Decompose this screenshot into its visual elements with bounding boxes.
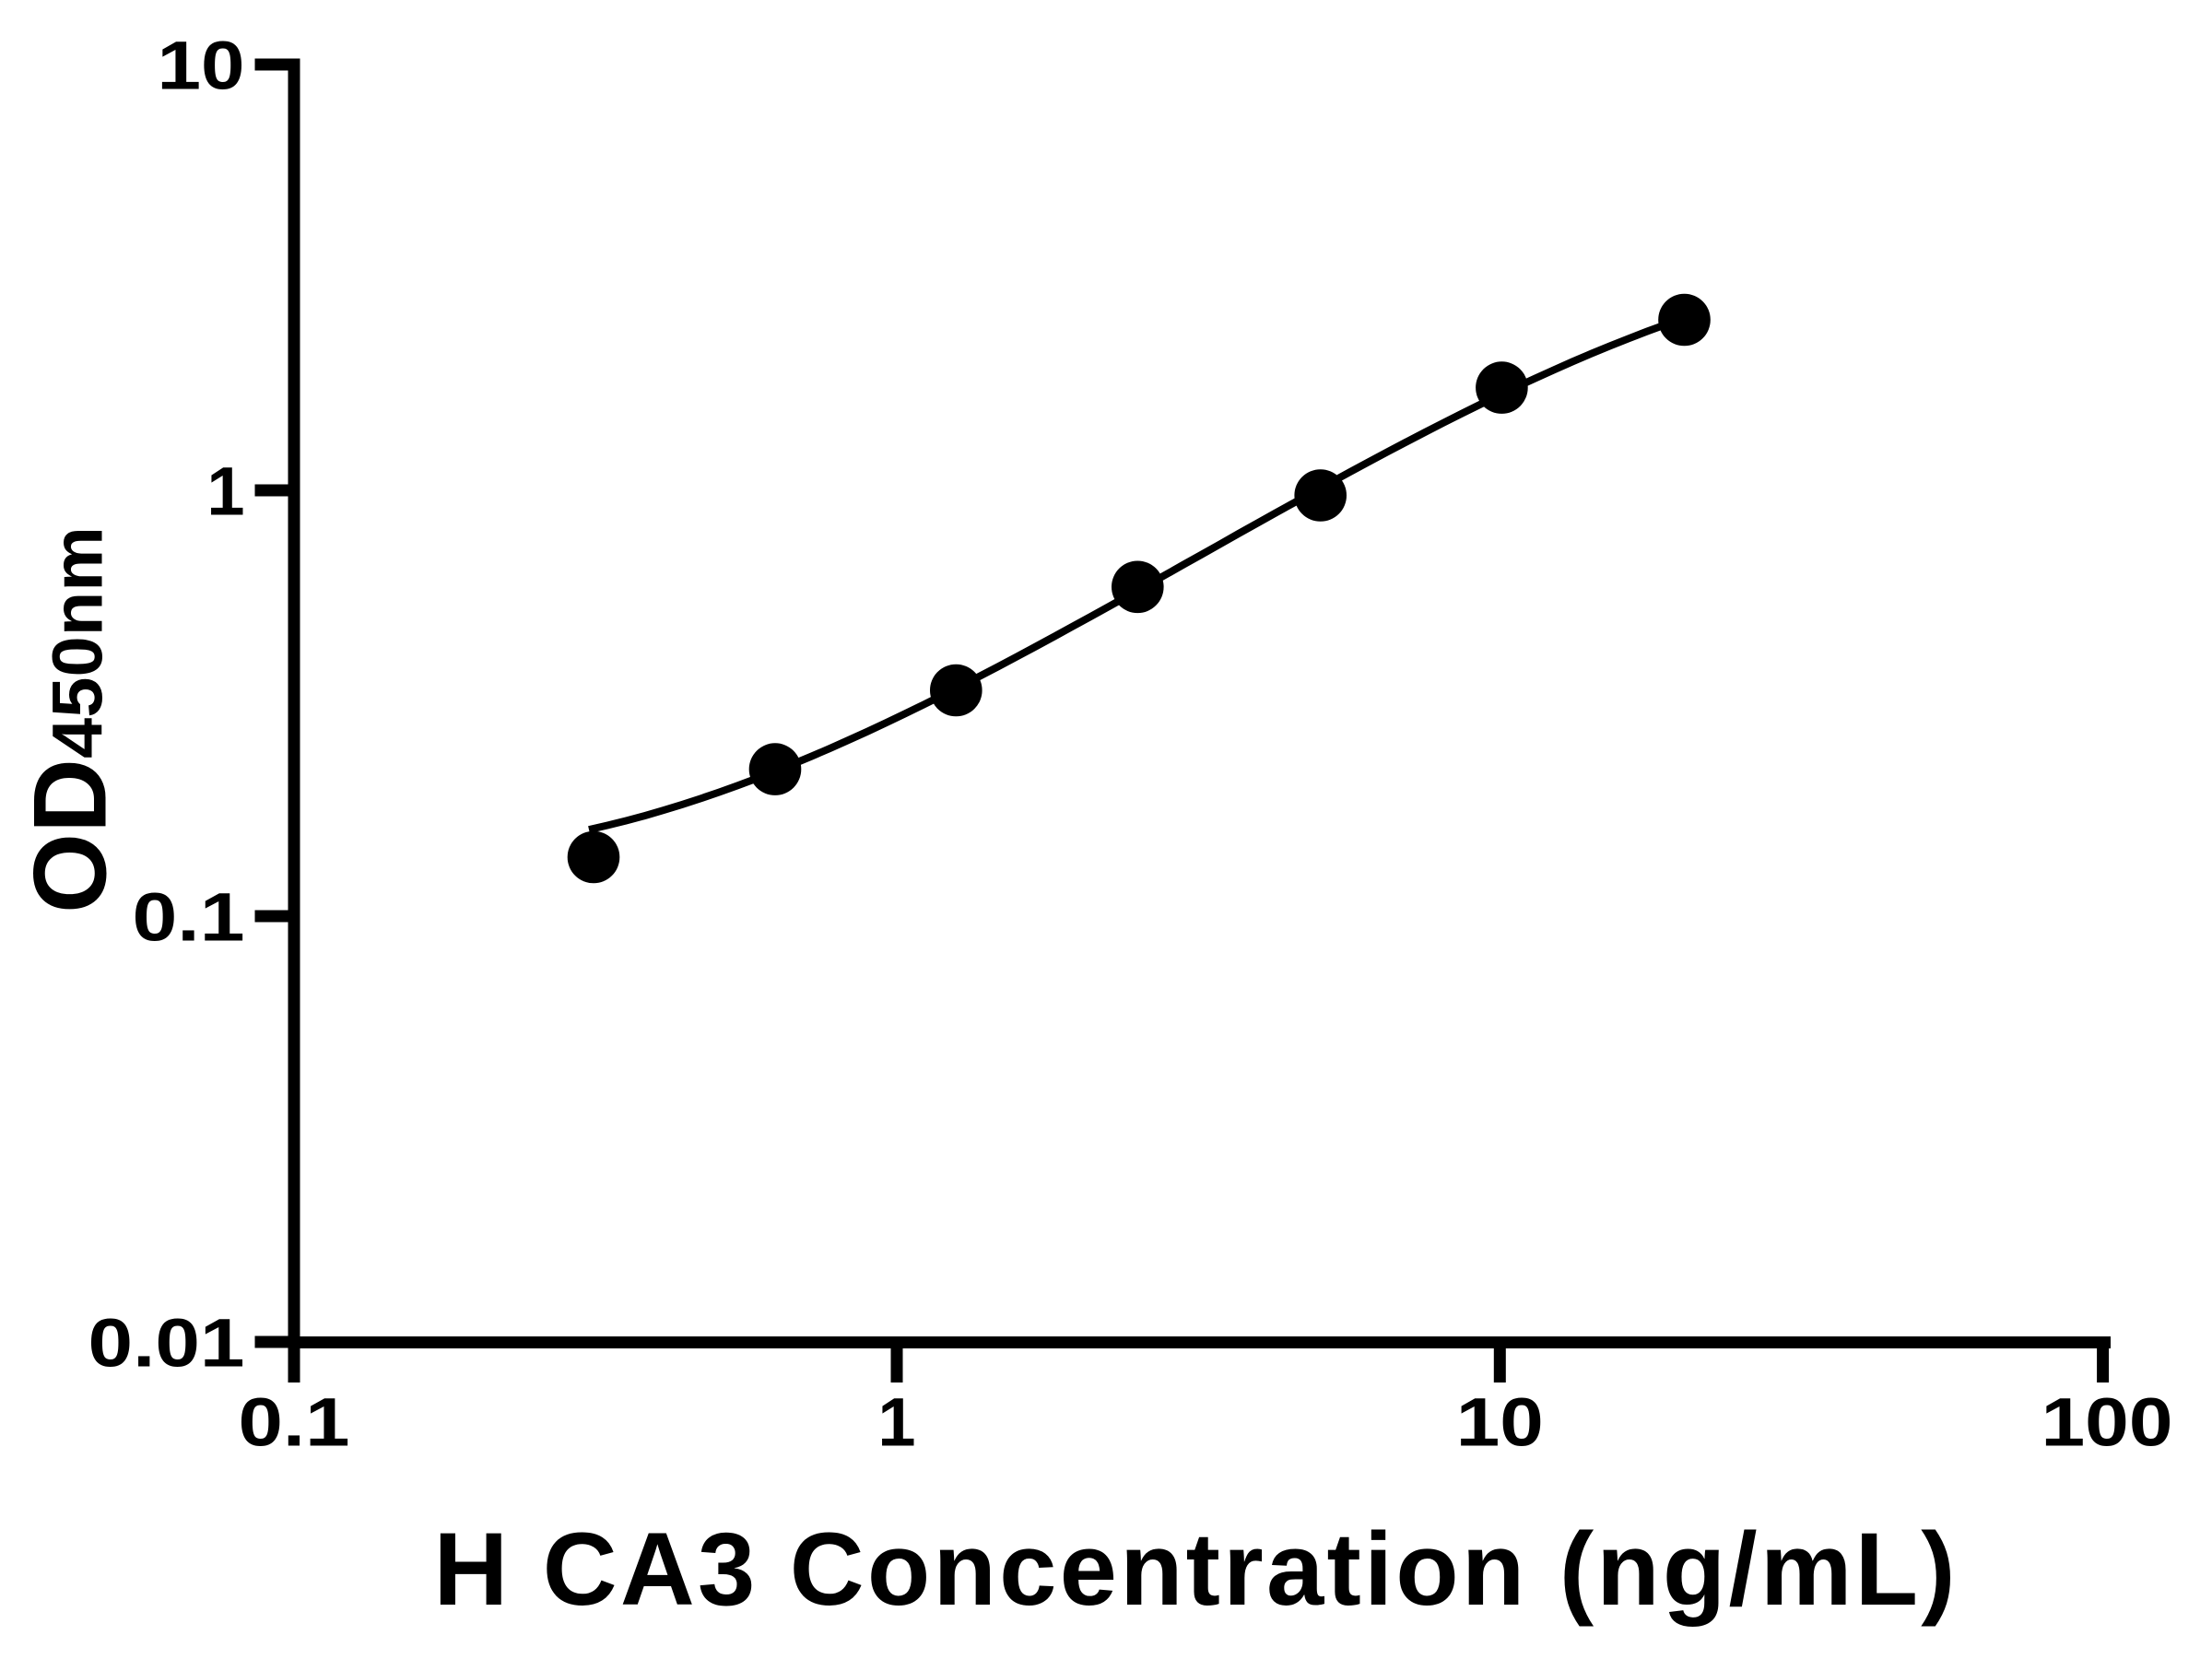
- svg-text:OD450nm: OD450nm: [13, 526, 128, 913]
- svg-text:0.1: 0.1: [239, 1384, 350, 1461]
- svg-text:1: 1: [206, 453, 244, 530]
- svg-text:0.1: 0.1: [133, 879, 245, 956]
- svg-text:10: 10: [158, 28, 245, 104]
- svg-text:0.01: 0.01: [88, 1305, 245, 1382]
- svg-text:1: 1: [877, 1384, 915, 1461]
- svg-text:10: 10: [1456, 1384, 1544, 1461]
- svg-text:H CA3 Concentration (ng/mL): H CA3 Concentration (ng/mL): [433, 1512, 1958, 1627]
- svg-text:100: 100: [2041, 1384, 2173, 1461]
